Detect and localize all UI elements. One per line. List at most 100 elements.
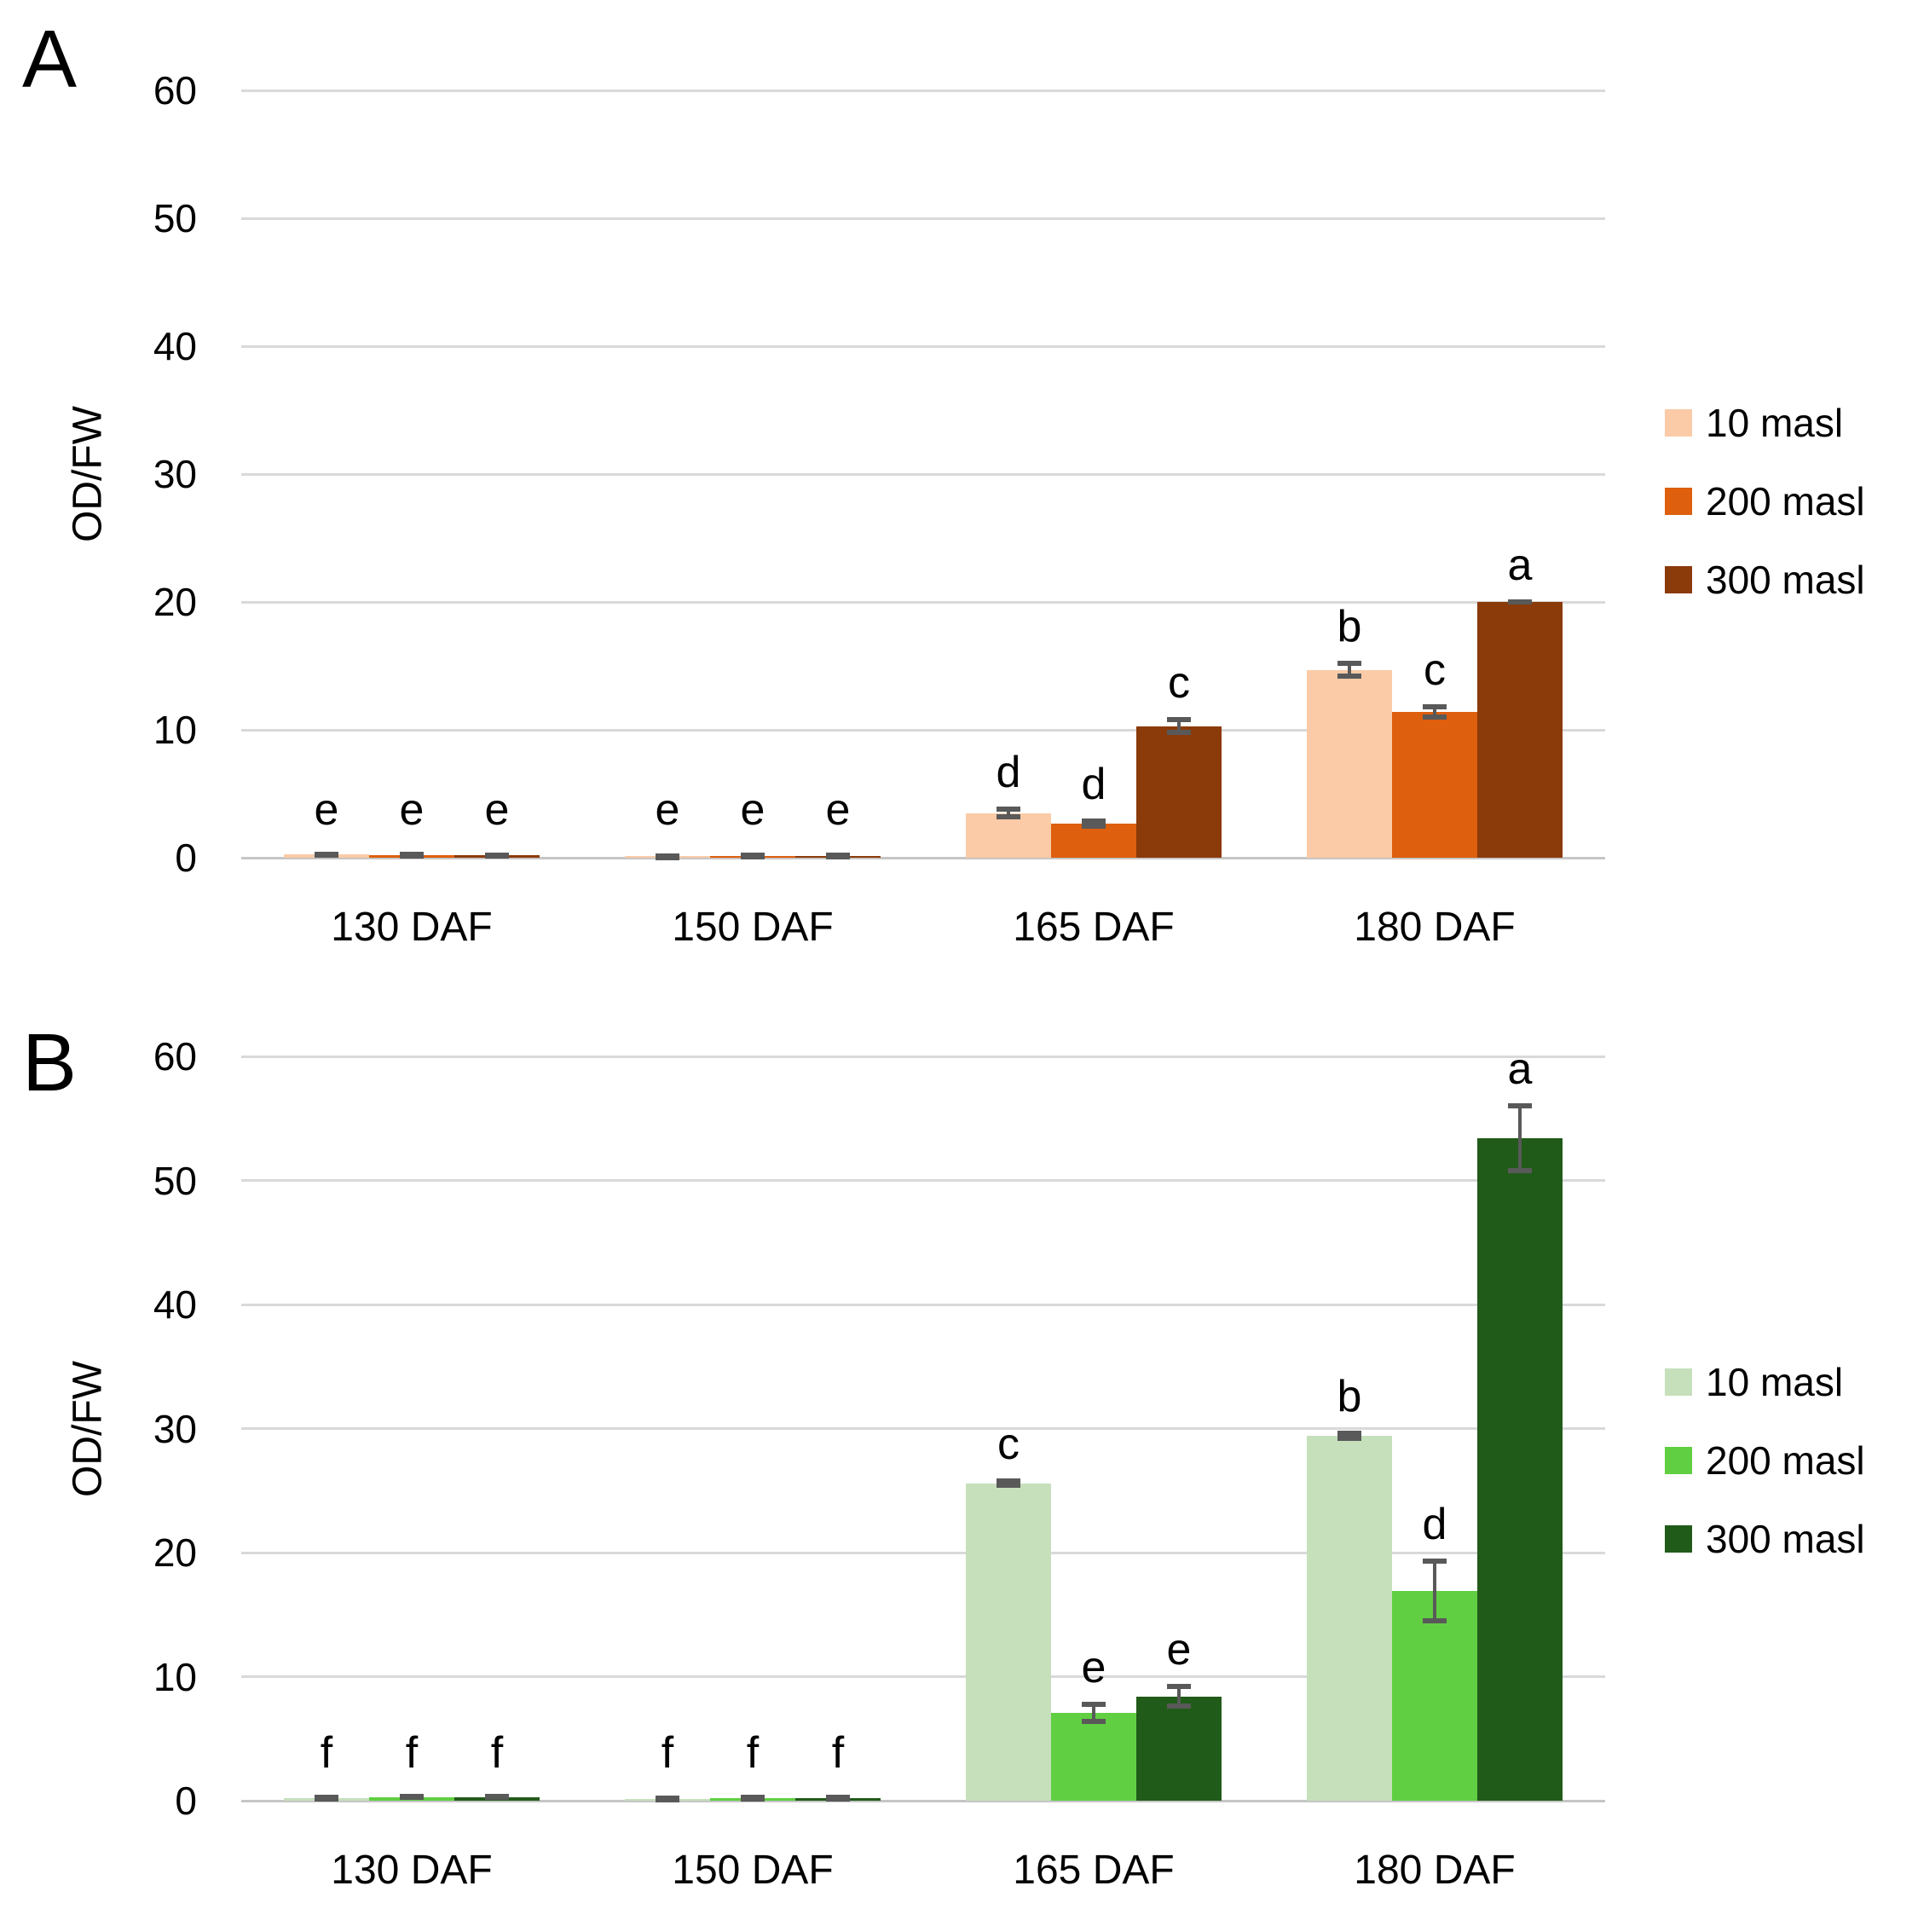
error-bar <box>741 853 765 860</box>
significance-letter: e <box>740 785 765 835</box>
legend-swatch <box>1665 1447 1692 1474</box>
bar-300-masl-180-DAF <box>1477 1138 1563 1801</box>
bar-10-masl-180-DAF <box>1307 669 1392 858</box>
bar-200-masl-165-DAF <box>1051 1712 1136 1801</box>
legend-swatch <box>1665 409 1692 437</box>
error-bar-stem <box>836 1796 840 1801</box>
legend-label: 300 masl <box>1706 558 1865 602</box>
error-bar <box>1423 1559 1447 1623</box>
error-bar-stem <box>1177 1684 1181 1709</box>
significance-letter: c <box>997 1420 1020 1470</box>
error-bar <box>1337 661 1361 679</box>
gridline <box>241 1055 1605 1058</box>
legend-item: 10 masl <box>1665 384 1865 462</box>
gridline <box>241 217 1605 220</box>
y-tick-label: 30 <box>153 452 197 496</box>
error-bar <box>400 852 424 859</box>
x-axis-label: 165 DAF <box>1013 905 1175 950</box>
error-bar <box>1423 704 1447 720</box>
x-axis-label: 130 DAF <box>331 905 493 950</box>
legend-swatch <box>1665 1368 1692 1396</box>
error-bar <box>1167 1684 1191 1709</box>
y-tick-label: 50 <box>153 196 197 240</box>
bar-200-masl-180-DAF <box>1392 712 1477 858</box>
legend-label: 300 masl <box>1706 1517 1865 1561</box>
legend-item: 300 masl <box>1665 1500 1865 1578</box>
error-bar-stem <box>410 1795 413 1800</box>
y-tick-label: 60 <box>153 1034 197 1079</box>
error-bar-stem <box>1007 1478 1010 1488</box>
gridline <box>241 1799 1605 1802</box>
significance-letter: d <box>996 748 1021 797</box>
error-bar-stem <box>1092 818 1095 829</box>
bar-300-masl-165-DAF <box>1136 726 1222 858</box>
gridline <box>241 600 1605 604</box>
significance-letter: e <box>484 785 510 835</box>
error-bar-stem <box>410 853 413 858</box>
significance-letter: f <box>661 1728 674 1778</box>
error-bar <box>1508 599 1532 604</box>
error-bar-stem <box>751 854 754 859</box>
legend-swatch <box>1665 488 1692 515</box>
significance-letter: b <box>1337 602 1362 651</box>
plot-area: 0 10 20 30 40 50 60 e e e 130 DAF e e e 150 DAF d d c 165 … <box>153 68 1605 950</box>
significance-letter: a <box>1507 541 1533 590</box>
error-bar <box>315 1795 338 1802</box>
significance-letter: d <box>1081 759 1106 809</box>
error-bar-stem <box>751 1796 754 1801</box>
legend-label: 200 masl <box>1706 1438 1865 1483</box>
significance-letter: f <box>320 1728 333 1778</box>
significance-letter: a <box>1507 1044 1533 1095</box>
error-bar <box>826 853 850 860</box>
legend-swatch <box>1665 566 1692 593</box>
error-bar <box>485 1794 509 1801</box>
y-tick-label: 50 <box>153 1158 197 1203</box>
y-tick-label: 20 <box>153 580 197 624</box>
y-tick-label: 20 <box>153 1530 197 1575</box>
error-bar <box>741 1795 765 1802</box>
error-bar-stem <box>1433 1559 1436 1623</box>
y-tick-label: 0 <box>175 1779 197 1823</box>
error-bar <box>997 807 1020 819</box>
significance-letter: c <box>1168 658 1190 708</box>
error-bar-stem <box>836 854 840 859</box>
x-axis-label: 130 DAF <box>331 1848 493 1893</box>
gridline <box>241 472 1605 476</box>
legend-item: 300 masl <box>1665 541 1865 619</box>
legend-swatch <box>1665 1525 1692 1553</box>
error-bar <box>826 1795 850 1802</box>
x-axis-label: 150 DAF <box>672 1848 834 1893</box>
error-bar <box>315 851 338 858</box>
legend-item: 10 masl <box>1665 1343 1865 1421</box>
y-tick-label: 40 <box>153 1282 197 1327</box>
error-bar <box>656 853 679 860</box>
significance-letter: e <box>399 785 425 835</box>
y-tick-label: 10 <box>153 708 197 752</box>
error-bar <box>1082 1701 1106 1724</box>
error-bar <box>656 1796 679 1803</box>
gridline <box>241 1179 1605 1182</box>
legend-item: 200 masl <box>1665 462 1865 541</box>
significance-letter: f <box>490 1728 504 1778</box>
bar-10-masl-180-DAF <box>1307 1436 1392 1801</box>
error-bar <box>997 1478 1020 1488</box>
plot-area: 0 10 20 30 40 50 60 f f f 130 DAF f f f 150 DAF c e e 165 … <box>153 1034 1605 1893</box>
error-bar-stem <box>1518 599 1522 604</box>
error-bar <box>485 852 509 859</box>
significance-letter: e <box>314 785 339 835</box>
y-tick-label: 10 <box>153 1654 197 1699</box>
gridline <box>241 1675 1605 1678</box>
chart-panel-b: B OD/FW 0 10 20 30 40 50 60 f f f 130 DAF f f f 150 DA… <box>0 966 1918 1932</box>
error-bar-stem <box>666 1797 669 1802</box>
legend-label: 200 masl <box>1706 479 1865 523</box>
legend-item: 200 masl <box>1665 1421 1865 1500</box>
legend-label: 10 masl <box>1706 401 1844 445</box>
bar-300-masl-165-DAF <box>1136 1696 1222 1801</box>
error-bar-stem <box>1518 1103 1522 1173</box>
significance-letter: f <box>831 1728 845 1778</box>
significance-letter: b <box>1337 1372 1362 1422</box>
significance-letter: e <box>1166 1625 1192 1675</box>
x-axis-label: 165 DAF <box>1013 1848 1175 1893</box>
significance-letter: d <box>1422 1500 1447 1550</box>
